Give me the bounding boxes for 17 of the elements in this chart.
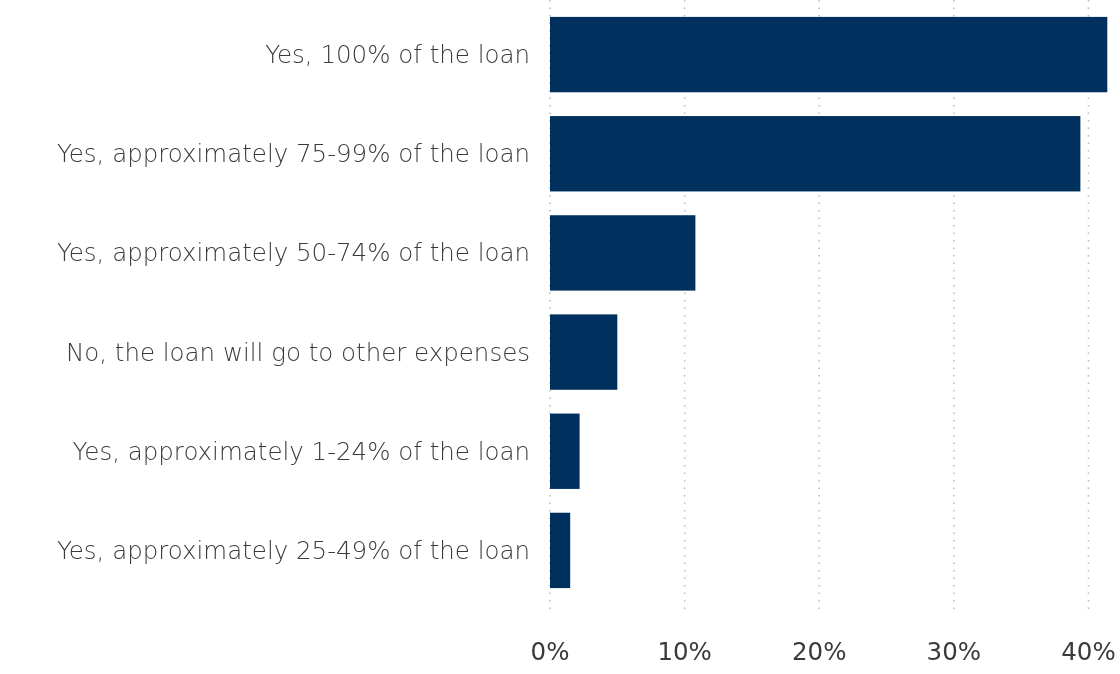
bar <box>550 215 696 291</box>
x-tick-label: 10% <box>657 637 712 666</box>
bar <box>550 413 580 489</box>
x-tick-label: 0% <box>530 637 570 666</box>
x-tick-label: 20% <box>792 637 847 666</box>
bar <box>550 512 571 589</box>
y-tick-label: Yes, approximately 25-49% of the loan <box>57 535 530 565</box>
y-tick-label: Yes, 100% of the loan <box>265 40 530 70</box>
x-tick-label: 40% <box>1061 637 1116 666</box>
y-tick-label: Yes, approximately 50-74% of the loan <box>57 238 530 268</box>
x-tick-label: 30% <box>926 637 982 666</box>
bar <box>550 116 1081 192</box>
y-tick-label: Yes, approximately 1-24% of the loan <box>72 436 530 466</box>
y-tick-label: No, the loan will go to other expenses <box>65 337 530 367</box>
bar <box>550 314 618 390</box>
bar <box>550 16 1108 93</box>
y-tick-label: Yes, approximately 75-99% of the loan <box>57 139 530 169</box>
